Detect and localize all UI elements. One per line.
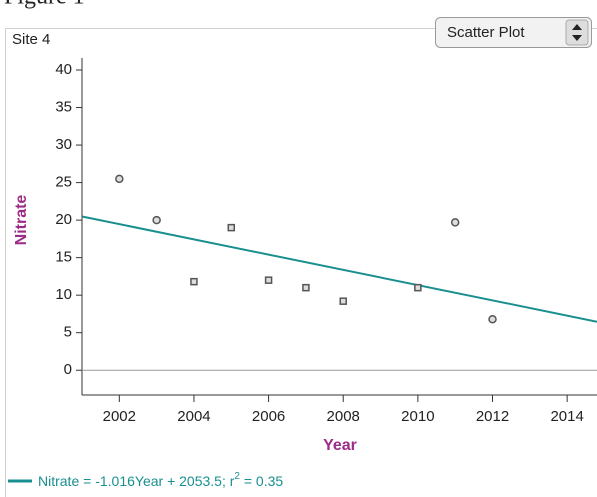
data-point <box>302 283 310 292</box>
y-tick-label: 25 <box>55 174 72 191</box>
x-tick-label: 2004 <box>177 408 210 425</box>
data-point <box>115 174 124 184</box>
data-point <box>264 276 273 284</box>
dropdown-arrows-bg[interactable] <box>565 19 589 46</box>
dropdown-text[interactable]: Scatter Plot <box>447 24 525 41</box>
y-tick-label: 5 <box>64 324 72 341</box>
y-tick-label: 30 <box>55 136 72 153</box>
y-tick-label: 15 <box>55 249 72 266</box>
x-tick-label: 2014 <box>550 408 583 425</box>
y-axis-title: Nitrate <box>13 195 30 246</box>
dropdown-arrows[interactable] <box>572 24 582 41</box>
data-point <box>227 223 236 232</box>
plot-type-dropdown[interactable]: Scatter Plot <box>435 17 592 48</box>
panel-frame <box>5 28 597 497</box>
legend-superscript: 2 <box>234 471 240 482</box>
legend-part: = 0.35 <box>240 473 283 489</box>
y-tick-label: 0 <box>64 361 72 378</box>
data-point <box>152 215 161 225</box>
x-tick-label: 2002 <box>103 408 136 425</box>
data-point <box>339 297 347 305</box>
data-point <box>190 277 198 286</box>
trend-line <box>81 215 597 323</box>
dropdown-box[interactable] <box>435 17 592 48</box>
data-point <box>488 314 497 324</box>
x-axis-title: Year <box>323 437 357 454</box>
figure-label: Figure 1 <box>4 0 85 10</box>
y-tick-label: 40 <box>55 61 72 78</box>
x-tick-label: 2006 <box>252 408 285 425</box>
y-tick-label: 10 <box>55 286 72 303</box>
y-tick-label: 35 <box>55 99 72 116</box>
x-tick-label: 2010 <box>401 408 434 425</box>
legend-part: Nitrate = -1.016Year + 2053.5; r <box>38 473 235 489</box>
panel-title: Site 4 <box>12 31 50 48</box>
x-tick-label: 2008 <box>327 408 360 425</box>
data-point <box>450 218 460 227</box>
legend-text: Nitrate = -1.016Year + 2053.5; r2 = 0.35 <box>38 471 283 489</box>
x-tick-label: 2012 <box>476 408 509 425</box>
data-point <box>414 283 422 292</box>
y-tick-label: 20 <box>55 211 72 228</box>
